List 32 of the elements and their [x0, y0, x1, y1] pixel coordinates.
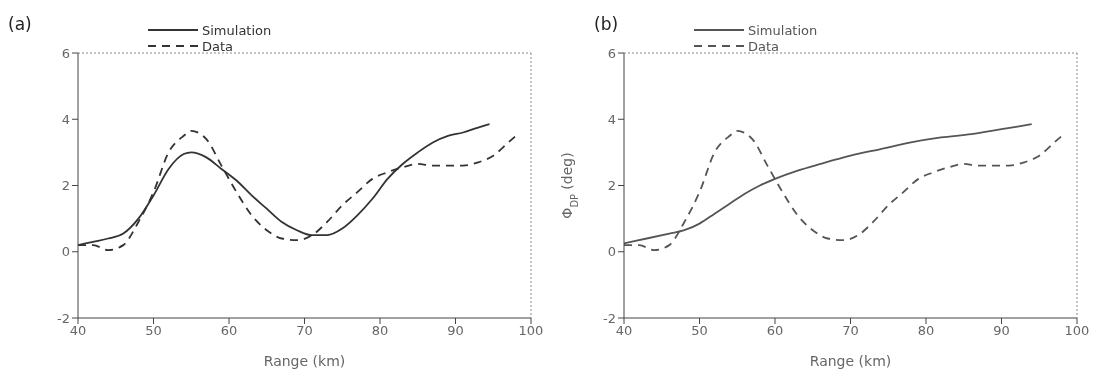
x-axis-title: Range (km): [809, 353, 892, 369]
legend-label: Simulation: [202, 22, 272, 38]
y-tick-label: 6: [61, 45, 70, 61]
x-tick-label: 80: [371, 323, 389, 339]
x-tick-label: 80: [917, 323, 935, 339]
x-tick-label: 90: [447, 323, 464, 339]
x-tick-label: 60: [220, 323, 238, 339]
x-tick-label: 100: [518, 323, 544, 339]
x-tick-label: 60: [766, 323, 784, 339]
x-tick-label: 40: [69, 323, 87, 339]
y-tick-label: -2: [603, 310, 616, 326]
y-tick-label: 0: [607, 244, 616, 260]
y-tick-label: 2: [61, 178, 70, 194]
x-tick-label: 90: [993, 323, 1010, 339]
x-axis-title: Range (km): [263, 353, 346, 369]
y-tick-label: 2: [607, 178, 616, 194]
legend-label: Data: [202, 38, 234, 54]
y-tick-label: 6: [607, 45, 616, 61]
chart-title: (a): [8, 14, 32, 34]
x-tick-label: 40: [615, 323, 633, 339]
x-tick-label: 100: [1064, 323, 1090, 339]
legend-label: Data: [748, 38, 780, 54]
y-tick-label: 0: [61, 244, 70, 260]
legend-label: Simulation: [748, 22, 818, 38]
x-tick-label: 50: [691, 323, 708, 339]
x-tick-label: 70: [296, 323, 313, 339]
y-tick-label: 4: [607, 111, 616, 127]
x-tick-label: 70: [842, 323, 859, 339]
y-tick-label: -2: [57, 310, 70, 326]
chart-title: (b): [594, 14, 619, 34]
x-tick-label: 50: [145, 323, 162, 339]
y-tick-label: 4: [61, 111, 70, 127]
